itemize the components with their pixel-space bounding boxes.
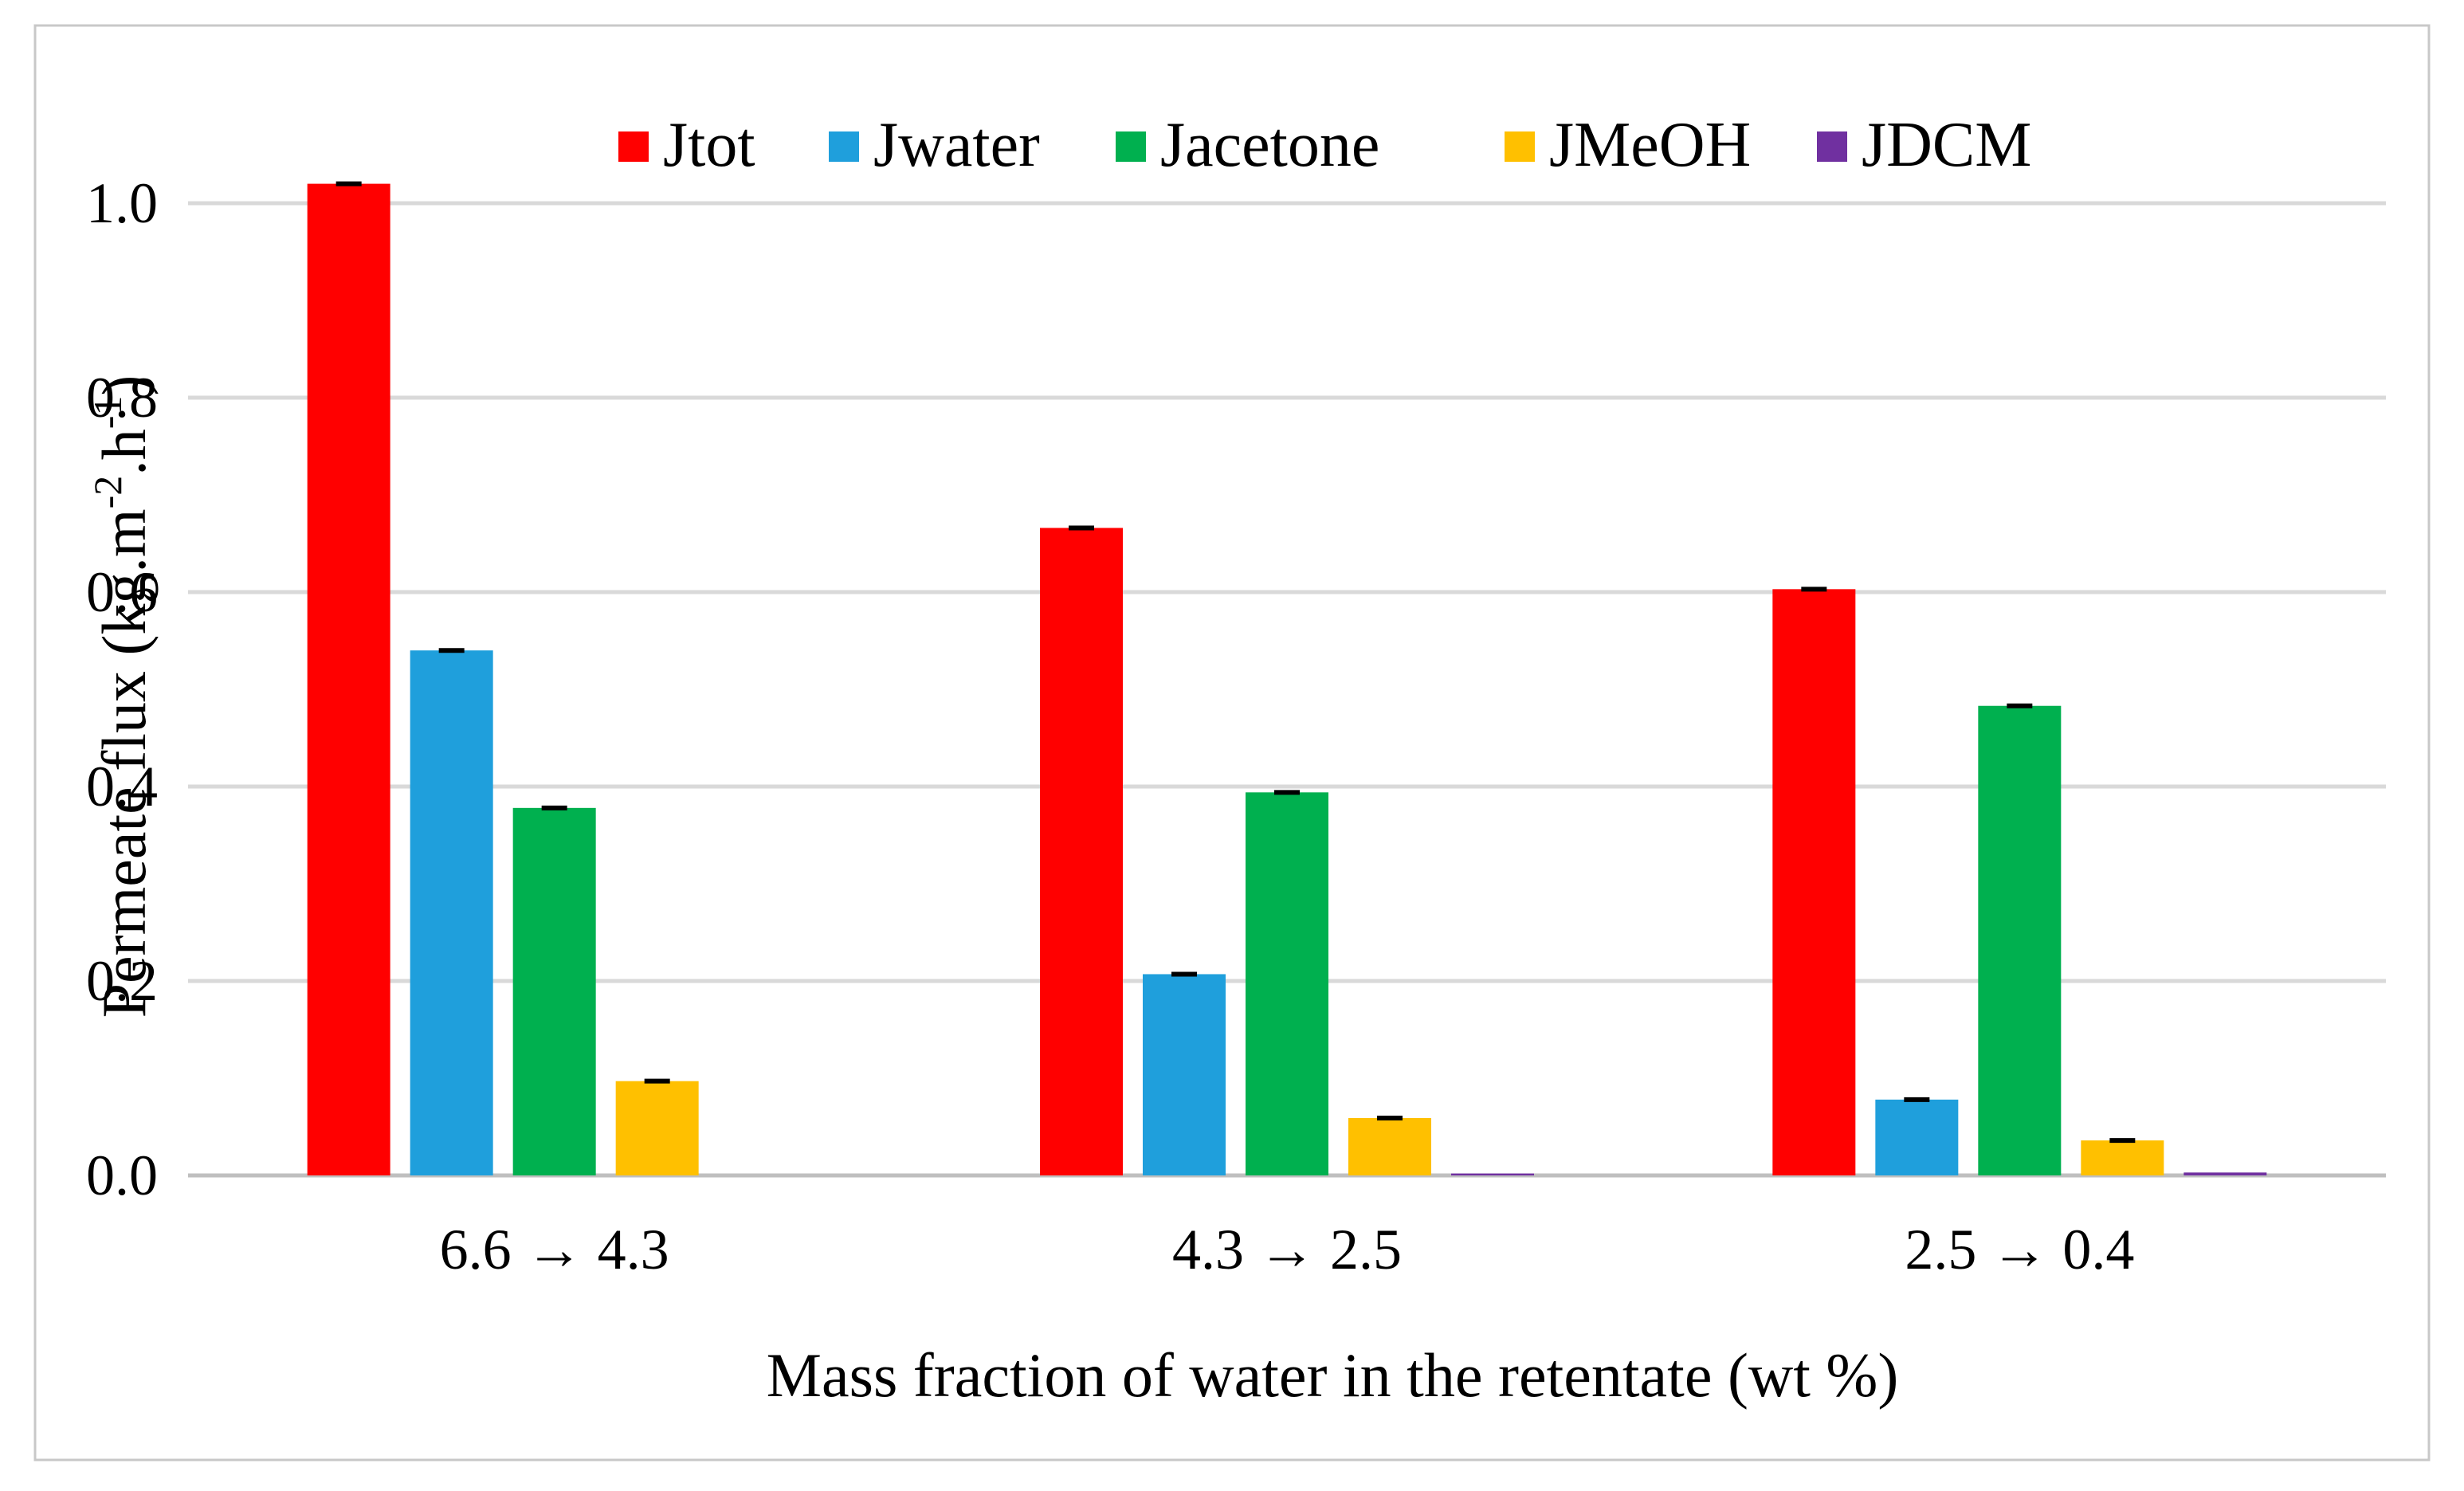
y-tick-label: 1.0	[86, 171, 158, 235]
bar-jmeoh-2	[2081, 1140, 2164, 1175]
y-axis-title-lead: Permeate flux (kg.m	[89, 508, 159, 1018]
bar-jtot-0	[307, 183, 390, 1176]
bar-jacetone-2	[1978, 705, 2062, 1175]
legend-label-jdcm: JDCM	[1862, 110, 2031, 180]
bars	[307, 183, 2267, 1176]
bar-jmeoh-1	[1348, 1118, 1431, 1175]
bar-jdcm-2	[2183, 1172, 2267, 1175]
bar-jtot-2	[1772, 589, 1856, 1175]
legend-swatch-jacetone	[1116, 131, 1146, 162]
legend-label-jtot: Jtot	[663, 110, 755, 180]
legend-label-jwater: Jwater	[873, 110, 1040, 180]
bar-jacetone-1	[1246, 792, 1328, 1175]
bar-jdcm-1	[1451, 1173, 1534, 1175]
y-tick-label: 0.6	[86, 560, 158, 624]
bar-jtot-1	[1040, 528, 1123, 1175]
bar-jwater-1	[1143, 974, 1226, 1175]
x-tick-label: 4.3 → 2.5	[1172, 1218, 1402, 1281]
y-axis-title-tail: )	[89, 375, 159, 396]
x-axis-title: Mass fraction of water in the retentate …	[767, 1340, 1899, 1410]
x-tick-label: 6.6 → 4.3	[440, 1218, 669, 1281]
legend-swatch-jtot	[618, 131, 649, 162]
bar-jacetone-0	[512, 807, 596, 1175]
y-axis-title-sup2: -1	[85, 396, 130, 430]
legend: Jtot Jwater Jacetone JMeOH JDCM	[618, 110, 2031, 180]
legend-label-jmeoh: JMeOH	[1549, 110, 1751, 180]
legend-label-jacetone: Jacetone	[1160, 110, 1379, 180]
legend-swatch-jdcm	[1817, 131, 1847, 162]
y-axis-title-mid: .h	[89, 429, 159, 476]
y-axis-title: Permeate flux (kg.m-2.h-1)	[85, 375, 159, 1018]
y-tick-labels: 0.0 0.2 0.4 0.6 0.8 1.0	[86, 171, 158, 1207]
legend-swatch-jwater	[829, 131, 859, 162]
bar-jwater-0	[410, 650, 493, 1175]
y-axis-title-sup1: -2	[85, 476, 130, 509]
bar-jmeoh-0	[615, 1081, 699, 1175]
y-tick-label: 0.0	[86, 1144, 158, 1207]
legend-swatch-jmeoh	[1505, 131, 1535, 162]
x-tick-labels: 6.6 → 4.3 4.3 → 2.5 2.5 → 0.4	[440, 1218, 2135, 1281]
y-tick-label: 0.2	[86, 949, 158, 1013]
x-tick-label: 2.5 → 0.4	[1905, 1218, 2134, 1281]
y-tick-label: 0.4	[86, 755, 158, 818]
error-bars	[335, 181, 2136, 1144]
bar-jwater-2	[1875, 1099, 1959, 1175]
y-tick-label: 0.8	[86, 366, 158, 430]
